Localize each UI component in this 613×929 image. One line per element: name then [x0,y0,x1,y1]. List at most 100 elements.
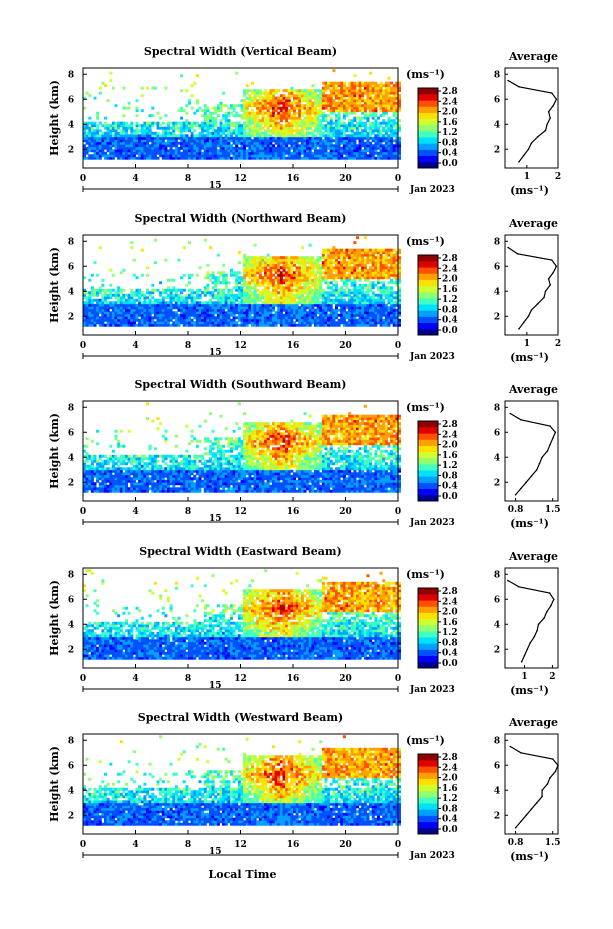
heatmap-cell [224,141,228,145]
heatmap-cell [232,121,236,125]
heatmap-cell [300,141,304,145]
heatmap-cell [159,321,163,325]
heatmap-cell [177,109,181,113]
heatmap-cell [182,124,186,128]
heatmap-cell [329,124,333,128]
heatmap-cell [316,131,320,135]
heatmap-cell [282,313,286,317]
heatmap-cell [295,156,299,160]
heatmap-cell [130,121,134,125]
heatmap-cell [374,134,378,138]
heatmap-cell [258,323,262,327]
heatmap-cell [237,126,241,130]
heatmap-cell [374,251,378,255]
heatmap-cell [306,298,310,302]
heatmap-cell [314,296,317,300]
heatmap-cell [269,106,273,110]
heatmap-cell [211,311,215,315]
heatmap-cell [224,126,228,130]
heatmap-cell [382,298,386,302]
heatmap-cell [345,109,349,113]
heatmap-cell [274,109,278,113]
heatmap-cell [353,141,357,145]
heatmap-cell [167,134,170,138]
heatmap-cell [371,283,375,287]
heatmap-cell [240,296,244,300]
heatmap-cell [138,288,142,292]
heatmap-cell [345,291,349,295]
heatmap-cell [295,89,299,93]
heatmap-cell [316,321,320,325]
heatmap-cell [390,106,394,110]
heatmap-cell [153,131,157,135]
heatmap-cell [224,129,228,133]
heatmap-cell [356,268,359,272]
heatmap-cell [164,134,168,138]
heatmap-cell [274,323,278,327]
heatmap-cell [243,303,247,307]
heatmap-cell [306,94,310,98]
heatmap-cell [342,278,346,282]
heatmap-cell [384,86,388,90]
heatmap-cell [256,154,260,158]
heatmap-cell [185,293,189,297]
heatmap-cell [358,303,362,307]
heatmap-cell [335,139,338,143]
heatmap-cell [269,136,273,140]
heatmap-cell [282,298,286,302]
heatmap-cell [371,313,375,317]
heatmap-cell [153,308,157,312]
heatmap-cell [266,311,270,315]
heatmap-cell [298,94,302,98]
heatmap-cell [348,124,352,128]
heatmap-cell [308,258,312,262]
heatmap-cell [300,129,304,133]
heatmap-cell [248,268,252,272]
heatmap-cell [237,141,241,145]
heatmap-cell [264,298,268,302]
heatmap-cell [350,256,354,260]
heatmap-cell [379,298,383,302]
heatmap-cell [384,296,388,300]
heatmap-cell [369,313,373,317]
heatmap-cell [337,114,341,118]
heatmap-cell [190,296,194,300]
heatmap-cell [164,288,168,292]
heatmap-cell [361,129,365,133]
heatmap-cell [251,273,254,277]
heatmap-cell [279,286,283,290]
heatmap-cell [363,271,367,275]
heatmap-cell [377,266,380,270]
heatmap-cell [224,323,228,327]
heatmap-cell [243,293,247,297]
heatmap-cell [111,303,115,307]
heatmap-cell [201,306,205,310]
heatmap-cell [161,134,165,138]
heatmap-cell [146,311,149,315]
heatmap-cell [245,151,249,155]
heatmap-cell [256,306,260,310]
heatmap-cell [311,131,315,135]
heatmap-cell [382,318,386,322]
heatmap-cell [392,114,396,118]
heatmap-cell [258,136,262,140]
heatmap-cell [243,256,247,260]
heatmap-cell [384,104,388,108]
heatmap-cell [363,306,367,310]
heatmap-cell [180,308,184,312]
heatmap-cell [306,89,310,93]
heatmap-cell [356,96,359,100]
heatmap-cell [185,89,189,93]
heatmap-cell [329,134,333,138]
heatmap-cell [151,323,155,327]
heatmap-cell [90,129,94,133]
heatmap-cell [319,281,323,285]
heatmap-cell [264,276,268,280]
heatmap-cell [314,303,317,307]
heatmap-cell [90,124,94,128]
heatmap-cell [177,323,181,327]
heatmap-cell [224,281,228,285]
heatmap-cell [119,134,123,138]
heatmap-cell [371,109,375,113]
heatmap-cell [350,251,354,255]
